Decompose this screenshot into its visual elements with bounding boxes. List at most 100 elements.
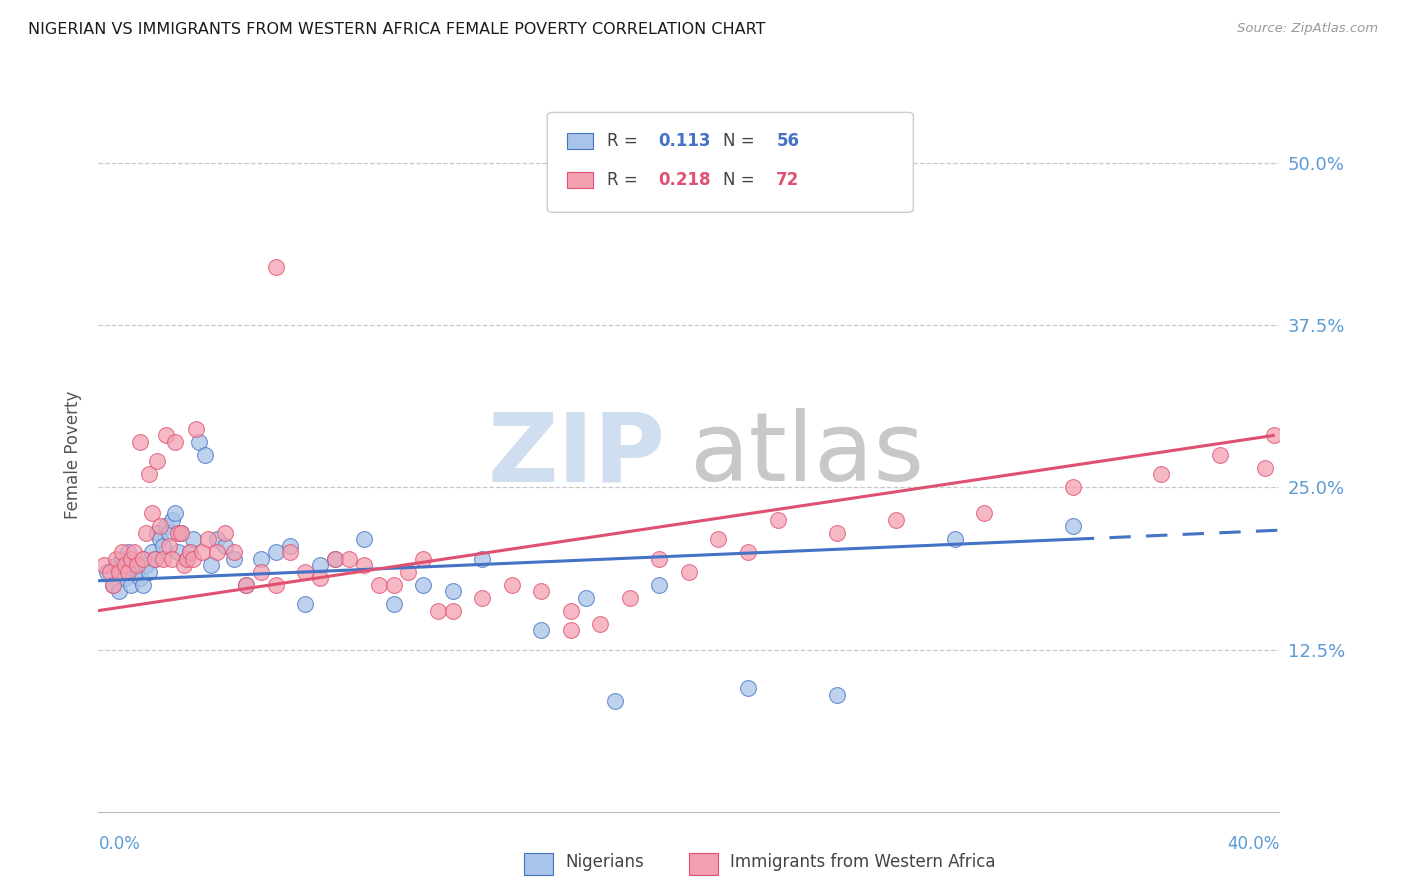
Point	[125, 565, 148, 579]
Point	[187, 434, 209, 449]
Point	[353, 558, 375, 573]
Point	[825, 525, 848, 540]
Point	[339, 551, 360, 566]
Point	[205, 545, 228, 559]
Point	[152, 551, 174, 566]
FancyBboxPatch shape	[567, 172, 593, 188]
Text: 72: 72	[776, 171, 800, 189]
Text: NIGERIAN VS IMMIGRANTS FROM WESTERN AFRICA FEMALE POVERTY CORRELATION CHART: NIGERIAN VS IMMIGRANTS FROM WESTERN AFRI…	[28, 22, 766, 37]
Point	[149, 533, 172, 547]
Point	[530, 584, 553, 599]
Point	[294, 597, 316, 611]
Text: N =: N =	[723, 171, 761, 189]
Point	[396, 565, 419, 579]
FancyBboxPatch shape	[689, 853, 718, 874]
Point	[1209, 448, 1232, 462]
FancyBboxPatch shape	[567, 133, 593, 149]
Point	[103, 577, 125, 591]
Point	[560, 623, 582, 637]
Point	[224, 545, 246, 559]
Point	[205, 533, 228, 547]
Point	[589, 616, 612, 631]
Point	[707, 533, 730, 547]
Point	[155, 428, 177, 442]
Text: N =: N =	[723, 132, 761, 150]
Text: ZIP: ZIP	[488, 409, 665, 501]
Point	[179, 545, 201, 559]
Text: R =: R =	[607, 132, 644, 150]
Point	[138, 565, 160, 579]
Point	[382, 577, 405, 591]
Point	[197, 533, 219, 547]
Point	[162, 513, 183, 527]
Point	[560, 604, 582, 618]
Point	[170, 525, 193, 540]
Point	[214, 539, 236, 553]
Point	[141, 506, 163, 520]
Point	[114, 571, 136, 585]
Point	[501, 577, 523, 591]
Point	[294, 565, 316, 579]
Point	[149, 519, 172, 533]
Point	[141, 545, 163, 559]
Text: Immigrants from Western Africa: Immigrants from Western Africa	[730, 853, 995, 871]
Point	[135, 525, 157, 540]
Point	[117, 545, 139, 559]
Point	[105, 551, 128, 566]
Point	[648, 551, 671, 566]
Point	[1062, 480, 1084, 494]
Point	[170, 525, 193, 540]
Point	[323, 551, 346, 566]
Point	[264, 260, 287, 274]
Point	[96, 565, 118, 579]
Point	[120, 577, 142, 591]
Point	[125, 558, 148, 573]
Point	[368, 577, 391, 591]
Point	[353, 533, 375, 547]
Point	[278, 539, 302, 553]
Point	[382, 597, 405, 611]
Point	[128, 434, 150, 449]
Point	[122, 545, 145, 559]
Point	[146, 454, 169, 468]
Point	[157, 539, 180, 553]
Point	[766, 513, 789, 527]
Point	[678, 565, 700, 579]
Text: R =: R =	[607, 171, 644, 189]
Point	[250, 565, 273, 579]
Point	[235, 577, 257, 591]
Point	[943, 533, 966, 547]
Point	[152, 539, 174, 553]
Point	[1062, 519, 1084, 533]
Point	[264, 577, 287, 591]
Point	[1150, 467, 1173, 482]
Point	[93, 558, 115, 573]
Point	[194, 448, 217, 462]
Point	[250, 551, 273, 566]
Point	[165, 434, 187, 449]
Point	[138, 467, 160, 482]
Point	[309, 571, 332, 585]
Point	[648, 577, 671, 591]
Point	[184, 422, 207, 436]
Point	[235, 577, 257, 591]
Point	[122, 558, 145, 573]
Point	[737, 681, 759, 696]
Point	[574, 591, 596, 605]
Point	[117, 565, 139, 579]
Point	[605, 694, 627, 708]
Text: Source: ZipAtlas.com: Source: ZipAtlas.com	[1237, 22, 1378, 36]
Point	[173, 558, 195, 573]
Point	[111, 545, 134, 559]
Point	[619, 591, 641, 605]
Point	[120, 551, 142, 566]
Point	[143, 551, 166, 566]
Text: 40.0%: 40.0%	[1227, 835, 1279, 853]
Point	[103, 577, 125, 591]
Point	[176, 551, 198, 566]
Point	[264, 545, 287, 559]
Point	[412, 577, 434, 591]
Point	[108, 584, 131, 599]
Point	[98, 565, 121, 579]
Point	[135, 558, 157, 573]
